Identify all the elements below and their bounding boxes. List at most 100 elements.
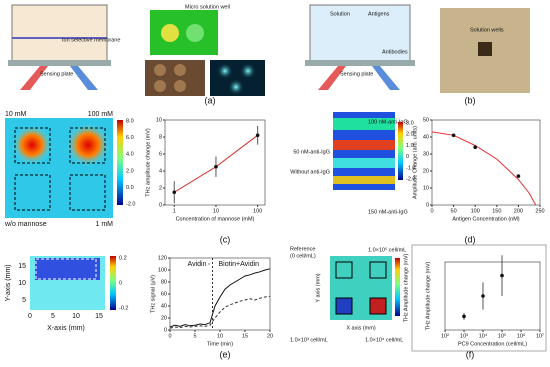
label: Solution wells [470, 27, 504, 33]
label: Sensing plate [340, 71, 373, 77]
label: Ion selective membrane [62, 37, 120, 43]
dot [154, 64, 166, 76]
colorbar-label: 1.0 [406, 143, 414, 149]
frame [335, 261, 353, 279]
x-tick-label: 10⁷ [536, 332, 544, 339]
axis-label: X-axis (mm) [47, 325, 85, 332]
y-tick-label: 40 [423, 134, 429, 140]
well [186, 24, 204, 42]
label: Antibodies [382, 49, 408, 55]
point [255, 133, 260, 138]
micrograph [145, 60, 205, 96]
label: 10 mM [5, 111, 27, 118]
y-tick-label: 50 [423, 117, 429, 123]
colorbar [398, 122, 403, 180]
colorbar-label: 0 [119, 280, 122, 286]
point [473, 145, 478, 149]
x-tick-label: 10⁶ [517, 332, 525, 339]
label: w/o mannose [4, 221, 47, 228]
axis-label: Y-axis (mm) [5, 264, 12, 301]
point [462, 314, 466, 319]
beam [20, 66, 48, 90]
panel-a: Ion selective membrane Sensing plate Mic… [8, 4, 265, 105]
spot [12, 125, 52, 165]
panel-label: (e) [220, 349, 231, 359]
annotation: Biotin+Avidin [219, 261, 260, 268]
series-line [169, 295, 271, 329]
y-tick-label: 120 [158, 255, 167, 261]
panel-d: 100 nM-anti-IgG 50 nM-anti-IgG Without a… [290, 112, 476, 244]
panel-c: 10 mM 100 mM w/o mannose 1 mM (c) [4, 111, 230, 245]
point [500, 273, 504, 278]
colorbar-label: 0 [406, 154, 409, 160]
annotation: Avidin [188, 261, 207, 268]
label: (0 cell/mL) [290, 253, 316, 259]
colorbar-label: 4.0 [126, 152, 134, 158]
inset-frame [411, 244, 547, 352]
x-tick-label: 10² [441, 333, 449, 339]
plot-frame [164, 119, 266, 206]
y-tick-label: 10 [18, 280, 26, 287]
plate [8, 60, 111, 66]
stripe [333, 118, 395, 130]
y-tick-label: 4 [159, 168, 162, 174]
plate [305, 60, 415, 66]
x-tick-label: 50 [451, 208, 457, 214]
colorbar-label: THz Amplitude change (mV) [403, 253, 409, 322]
frame [69, 174, 106, 211]
series-line [169, 268, 271, 328]
x-axis-label: PC9 Concentration (cell/mL) [458, 341, 527, 347]
frame [14, 174, 51, 211]
panel-b: Solution Antigens Antibodies Sensing pla… [305, 4, 530, 105]
label: 1.0×10⁵ cell/mL [368, 246, 406, 253]
colorbar-label: 0.0 [126, 185, 134, 191]
x-tick-label: 0 [28, 313, 32, 320]
x-tick-label: 100 [471, 208, 480, 214]
x-tick-label: 5 [51, 313, 55, 320]
dot [217, 63, 233, 79]
beam [70, 66, 98, 90]
container [11, 4, 108, 62]
y-axis-label: THz Amplitude change (mV) [425, 261, 431, 330]
x-axis-label: Antigen Concentration (nM) [452, 216, 519, 222]
panel-e: Y-axis (mm) X-axis (mm) (e) [5, 256, 231, 359]
y-tick-label: 6 [159, 151, 162, 157]
y-axis-label: Amplitude Change (arb. units) [412, 126, 418, 199]
panel-f: Reference (0 cell/mL) 1.0×10⁵ cell/mL 1.… [290, 244, 547, 359]
frame [369, 297, 387, 315]
y-tick-label: 20 [161, 315, 167, 321]
colorbar-label: 6.0 [126, 135, 134, 141]
dot [174, 80, 186, 92]
colorbar [117, 120, 123, 205]
panel-label: (d) [465, 234, 476, 244]
y-tick-label: 5 [22, 297, 26, 304]
colorbar-label: -1.0 [406, 165, 415, 171]
label: Sensing plate [40, 71, 73, 77]
y-tick-label: 0 [164, 327, 167, 333]
x-tick-label: 10⁴ [479, 332, 488, 339]
colorbar-label: 2.0 [406, 132, 414, 138]
dot [154, 80, 166, 92]
y-tick-label: 40 [161, 303, 167, 309]
axis-label: X axis (mm) [346, 325, 376, 331]
point [172, 190, 177, 195]
colorbar-label: 0.2 [119, 255, 127, 261]
series-line [431, 131, 537, 206]
x-axis-label: Time (min) [207, 341, 233, 347]
y-axis-label: THz signal (μV) [150, 275, 156, 313]
plot-frame [444, 261, 541, 331]
container [309, 4, 411, 62]
label: 100 mM [88, 111, 113, 118]
x-tick-label: 0 [168, 333, 171, 339]
label: Reference [290, 246, 315, 252]
panel-label: (b) [465, 95, 476, 105]
dot [174, 64, 186, 76]
frame [35, 258, 97, 280]
frame [69, 127, 106, 164]
x-tick-label: 10 [72, 313, 80, 320]
frame [369, 261, 387, 279]
y-tick-label: 8 [159, 134, 162, 140]
x-axis-label: Concentration of mannose (mM) [176, 216, 255, 222]
label: 1 mM [96, 221, 114, 228]
